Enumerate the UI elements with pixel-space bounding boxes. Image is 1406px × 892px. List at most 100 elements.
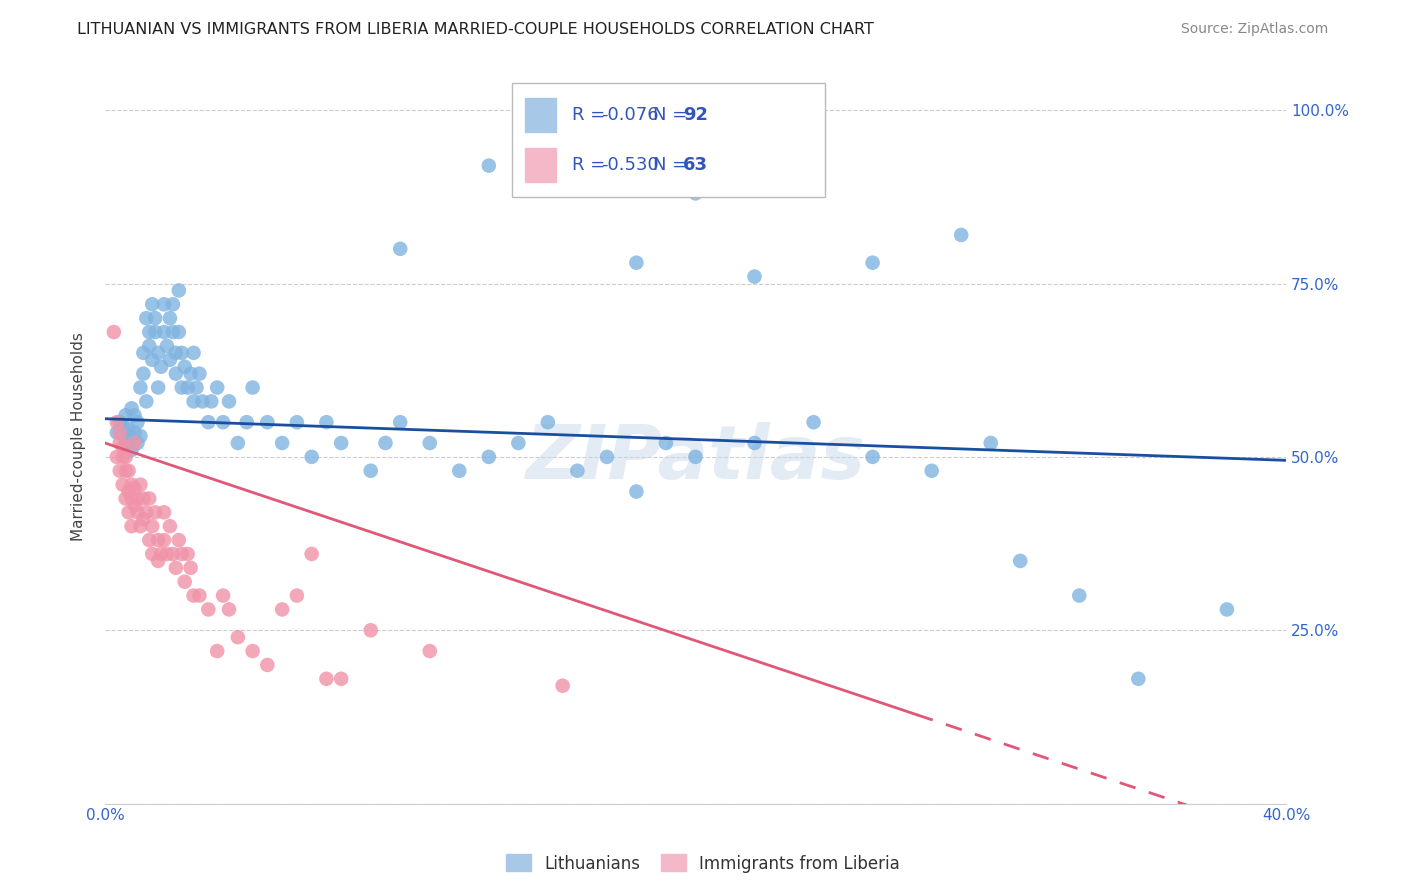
Point (235, 415, 257, 429)
Point (153, 325, 176, 339)
Point (197, 602, 219, 616)
Point (567, 464, 589, 478)
Point (950, 227, 973, 242)
Point (135, 505, 157, 519)
Point (117, 422, 139, 436)
Point (162, 325, 184, 339)
Point (389, 415, 412, 429)
Point (141, 352, 163, 367)
Point (141, 547, 163, 561)
Point (256, 657, 278, 672)
Point (242, 380, 264, 394)
Point (153, 505, 176, 519)
Point (162, 297, 184, 311)
Point (165, 561, 187, 575)
Point (165, 367, 187, 381)
Point (626, 484, 648, 499)
Point (285, 589, 308, 603)
Text: ZIPatlas: ZIPatlas (526, 422, 866, 495)
Point (159, 352, 181, 367)
Point (108, 415, 131, 429)
Point (315, 672, 337, 686)
Point (146, 554, 169, 568)
Point (121, 519, 143, 533)
Point (117, 505, 139, 519)
Point (921, 464, 943, 478)
Point (150, 359, 173, 374)
Point (980, 436, 1002, 450)
Point (114, 409, 136, 423)
Point (419, 644, 441, 658)
Point (744, 269, 766, 284)
Point (188, 367, 211, 381)
Point (271, 436, 294, 450)
Point (127, 436, 149, 450)
Point (167, 533, 190, 547)
Point (129, 380, 152, 394)
Point (1216, 602, 1239, 616)
Point (114, 491, 136, 506)
Point (205, 644, 228, 658)
Point (537, 415, 560, 429)
Point (170, 380, 193, 394)
Point (132, 491, 155, 506)
Point (301, 547, 323, 561)
Point (188, 589, 211, 603)
Point (108, 464, 131, 478)
Point (1010, 554, 1032, 568)
Text: N =: N = (654, 156, 693, 174)
Point (117, 484, 139, 499)
Point (121, 442, 143, 457)
Point (389, 242, 412, 256)
Point (803, 415, 825, 429)
Point (478, 450, 501, 464)
Point (124, 481, 146, 495)
FancyBboxPatch shape (524, 98, 557, 132)
Point (685, 450, 707, 464)
Point (162, 547, 184, 561)
Point (626, 256, 648, 270)
Point (205, 380, 228, 394)
Point (212, 589, 235, 603)
Point (180, 561, 202, 575)
Point (330, 436, 353, 450)
Point (1069, 589, 1091, 603)
Text: Source: ZipAtlas.com: Source: ZipAtlas.com (1181, 22, 1329, 37)
Point (138, 533, 160, 547)
Point (176, 547, 198, 561)
Point (146, 533, 169, 547)
Text: -0.076: -0.076 (602, 106, 659, 124)
Point (242, 644, 264, 658)
Point (114, 436, 136, 450)
Point (121, 401, 143, 416)
Point (135, 394, 157, 409)
FancyBboxPatch shape (524, 148, 557, 182)
Point (124, 425, 146, 440)
Point (111, 450, 134, 464)
Point (135, 311, 157, 326)
Point (862, 256, 884, 270)
Point (132, 346, 155, 360)
Point (114, 450, 136, 464)
Point (105, 415, 128, 429)
Point (117, 464, 139, 478)
Point (449, 464, 471, 478)
Point (226, 630, 249, 644)
Text: -0.530: -0.530 (602, 156, 659, 174)
Point (141, 519, 163, 533)
Point (143, 311, 166, 326)
Point (146, 346, 169, 360)
Point (551, 679, 574, 693)
Point (744, 436, 766, 450)
Point (159, 519, 181, 533)
Point (129, 429, 152, 443)
Text: R =: R = (572, 106, 610, 124)
Text: 92: 92 (683, 106, 709, 124)
Text: N =: N = (654, 106, 693, 124)
Point (167, 325, 190, 339)
Point (173, 574, 195, 589)
Legend: Lithuanians, Immigrants from Liberia: Lithuanians, Immigrants from Liberia (499, 847, 907, 880)
Point (141, 297, 163, 311)
Point (111, 440, 134, 454)
Point (218, 602, 240, 616)
